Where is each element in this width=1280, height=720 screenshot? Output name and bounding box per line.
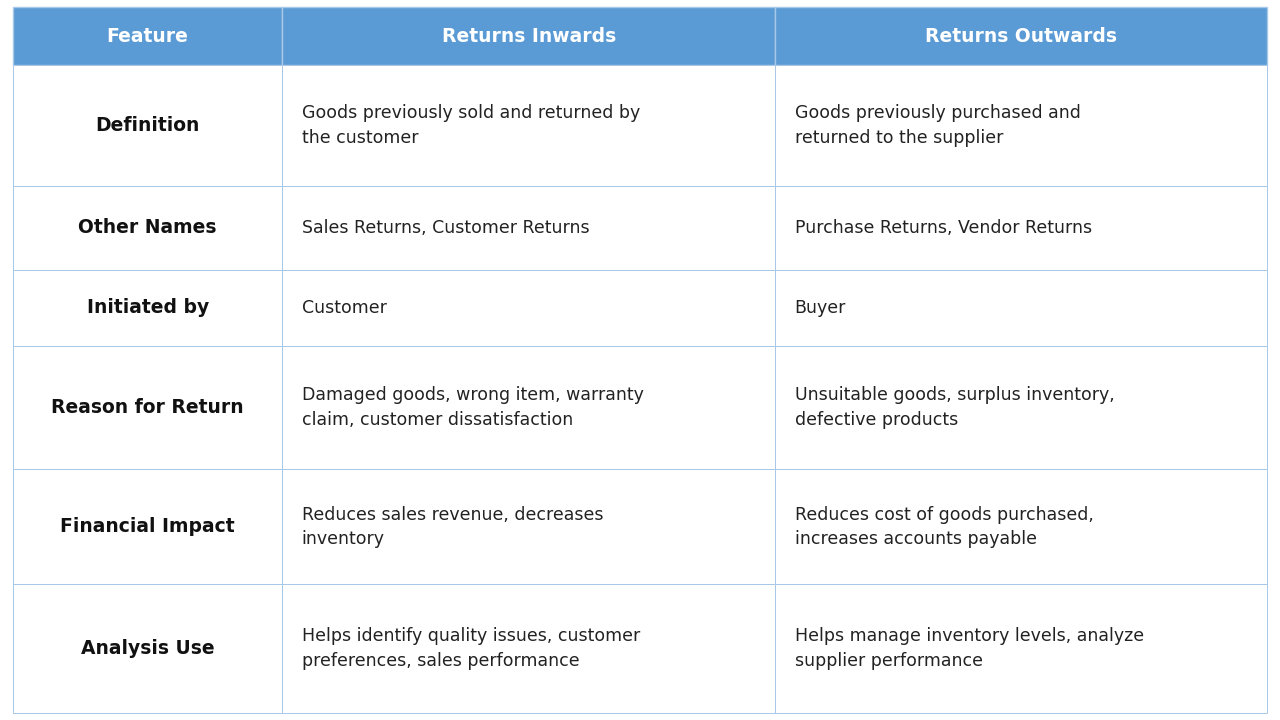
- Bar: [283, 7, 776, 65]
- Bar: [13, 186, 283, 270]
- Text: Goods previously sold and returned by
the customer: Goods previously sold and returned by th…: [302, 104, 640, 147]
- Text: Helps manage inventory levels, analyze
supplier performance: Helps manage inventory levels, analyze s…: [795, 627, 1144, 670]
- Text: Initiated by: Initiated by: [87, 299, 209, 318]
- Text: Feature: Feature: [106, 27, 188, 45]
- Text: Reason for Return: Reason for Return: [51, 398, 244, 417]
- Bar: [776, 65, 1267, 186]
- Bar: [776, 585, 1267, 713]
- Text: Reduces cost of goods purchased,
increases accounts payable: Reduces cost of goods purchased, increas…: [795, 505, 1093, 548]
- Bar: [13, 469, 283, 585]
- Bar: [13, 585, 283, 713]
- Bar: [776, 469, 1267, 585]
- Text: Buyer: Buyer: [795, 299, 846, 317]
- Text: Reduces sales revenue, decreases
inventory: Reduces sales revenue, decreases invento…: [302, 505, 603, 548]
- Text: Unsuitable goods, surplus inventory,
defective products: Unsuitable goods, surplus inventory, def…: [795, 387, 1115, 429]
- Text: Returns Inwards: Returns Inwards: [442, 27, 616, 45]
- Text: Customer: Customer: [302, 299, 387, 317]
- Bar: [13, 7, 283, 65]
- Text: Purchase Returns, Vendor Returns: Purchase Returns, Vendor Returns: [795, 219, 1092, 237]
- Bar: [13, 65, 283, 186]
- Bar: [283, 65, 776, 186]
- Text: Returns Outwards: Returns Outwards: [925, 27, 1117, 45]
- Text: Financial Impact: Financial Impact: [60, 517, 236, 536]
- Text: Sales Returns, Customer Returns: Sales Returns, Customer Returns: [302, 219, 589, 237]
- Text: Helps identify quality issues, customer
preferences, sales performance: Helps identify quality issues, customer …: [302, 627, 640, 670]
- Bar: [13, 346, 283, 469]
- Bar: [283, 346, 776, 469]
- Bar: [776, 186, 1267, 270]
- Text: Damaged goods, wrong item, warranty
claim, customer dissatisfaction: Damaged goods, wrong item, warranty clai…: [302, 387, 644, 429]
- Text: Other Names: Other Names: [78, 218, 216, 238]
- Bar: [283, 186, 776, 270]
- Bar: [776, 270, 1267, 346]
- Text: Analysis Use: Analysis Use: [81, 639, 215, 658]
- Bar: [13, 270, 283, 346]
- Bar: [283, 585, 776, 713]
- Text: Goods previously purchased and
returned to the supplier: Goods previously purchased and returned …: [795, 104, 1080, 147]
- Bar: [776, 346, 1267, 469]
- Bar: [283, 270, 776, 346]
- Text: Definition: Definition: [96, 116, 200, 135]
- Bar: [776, 7, 1267, 65]
- Bar: [283, 469, 776, 585]
